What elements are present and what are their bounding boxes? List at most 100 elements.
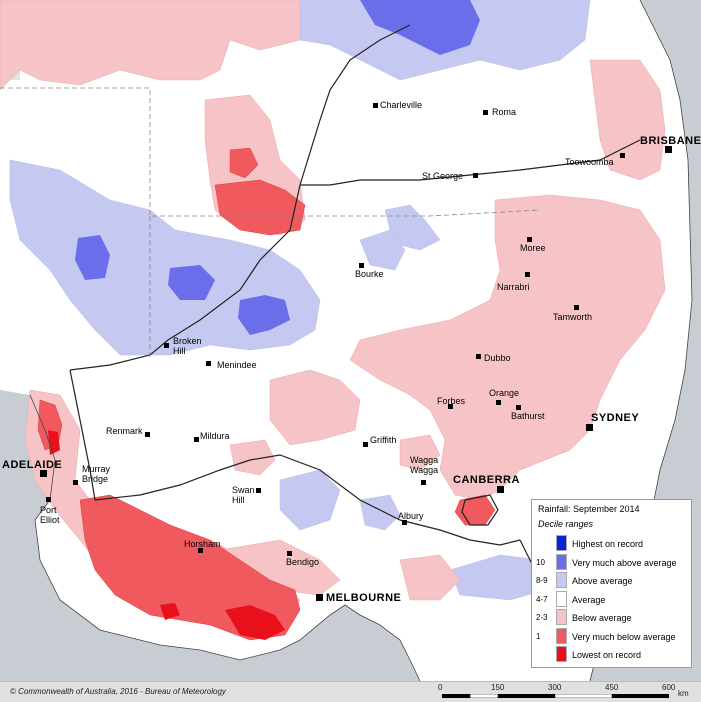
label-swan-hill: Swan Hill — [232, 485, 255, 505]
vmabove-4 — [360, 0, 480, 55]
legend-swatch — [556, 609, 567, 625]
legend-label: Lowest on record — [572, 650, 642, 660]
marker-toowoomba — [620, 153, 625, 158]
border-murray — [69, 339, 169, 371]
vmabove-2 — [168, 265, 215, 300]
legend-code: 2-3 — [536, 613, 548, 622]
legend-title: Rainfall: September 2014 — [538, 504, 640, 514]
label-narrabri: Narrabri — [497, 282, 530, 292]
label-broken-hill: Broken Hill — [173, 336, 202, 356]
scale-bar: 0 150 300 450 600 km — [438, 682, 700, 702]
legend-swatch — [556, 535, 567, 551]
legend-label: Highest on record — [572, 539, 644, 549]
vmabove-1 — [75, 235, 110, 280]
label-canberra: CANBERRA — [453, 474, 520, 486]
marker-port-elliot — [46, 497, 51, 502]
border-act — [461, 494, 499, 526]
marker-narrabri — [525, 272, 530, 277]
label-brisbane: BRISBANE — [640, 135, 701, 147]
legend-row: 10 Very much above average — [534, 553, 689, 572]
border-qld-nsw — [300, 139, 641, 186]
marker-albury — [402, 520, 407, 525]
label-forbes: Forbes — [437, 396, 466, 406]
label-moree: Moree — [520, 243, 546, 253]
label-tamworth: Tamworth — [553, 312, 593, 322]
marker-melbourne — [316, 594, 323, 601]
legend-row: Highest on record — [534, 535, 689, 553]
scale-tick: 450 — [605, 683, 619, 692]
label-dubbo: Dubbo — [484, 353, 511, 363]
scale-tick: 600 — [662, 683, 676, 692]
marker-tamworth — [574, 305, 579, 310]
label-menindee: Menindee — [217, 360, 257, 370]
legend-swatch — [556, 553, 567, 570]
below-griffith — [399, 434, 441, 471]
lowest-otways — [225, 605, 285, 640]
label-sydney: SYDNEY — [591, 412, 640, 424]
legend-subtitle: Decile ranges — [538, 519, 594, 529]
scale-bar-graphic — [442, 694, 669, 698]
legend-swatch — [556, 646, 567, 662]
legend-label: Average — [572, 594, 606, 605]
border-nsw-sa — [167, 184, 301, 341]
marker-dubbo — [476, 354, 481, 359]
marker-bendigo — [287, 551, 292, 556]
marker-forbes — [448, 404, 453, 409]
label-renmark: Renmark — [106, 426, 143, 436]
legend-label: Very much above average — [572, 557, 677, 568]
label-wagga-wagga: Wagga Wagga — [410, 455, 439, 475]
legend-label: Below average — [572, 613, 632, 623]
legend-label: Above average — [572, 576, 633, 586]
above-bourke — [359, 229, 406, 271]
scale-tick: 0 — [438, 683, 443, 692]
legend-label: Very much below average — [572, 631, 676, 642]
legend-row: 4-7 Average — [534, 590, 689, 609]
scale-tick: 150 — [491, 683, 505, 692]
marker-menindee — [206, 361, 211, 366]
label-melbourne: MELBOURNE — [326, 592, 402, 604]
marker-moree — [527, 237, 532, 242]
marker-brisbane — [665, 146, 672, 153]
label-orange: Orange — [489, 388, 520, 398]
border-qld-nw — [299, 24, 411, 186]
legend-row: 2-3 Below average — [534, 609, 689, 627]
vmbelow-victoria — [79, 494, 301, 641]
marker-orange — [496, 400, 501, 405]
lowest-sa — [160, 603, 180, 620]
below-north-east — [589, 59, 666, 181]
legend-swatch — [556, 590, 567, 607]
legend-row: 1 Very much below average — [534, 627, 689, 646]
label-mildura: Mildura — [200, 431, 230, 441]
marker-st-george — [473, 173, 478, 178]
marker-bourke — [359, 263, 364, 268]
below-gippsland — [399, 554, 461, 601]
border-vic-nsw — [94, 454, 521, 546]
marker-bathurst — [516, 405, 521, 410]
label-albury: Albury — [398, 511, 424, 521]
label-bourke: Bourke — [355, 269, 384, 279]
legend-swatch — [556, 572, 567, 588]
label-bendigo: Bendigo — [286, 557, 320, 567]
marker-wagga-wagga — [421, 480, 426, 485]
marker-mildura — [194, 437, 199, 442]
label-charleville: Charleville — [380, 100, 423, 110]
sea-south-west — [0, 390, 420, 681]
copyright-text: © Commonwealth of Australia, 2016 - Bure… — [10, 687, 226, 696]
scale-unit: km — [678, 689, 689, 698]
vmbelow-small — [229, 147, 259, 179]
marker-murray-bridge — [73, 480, 78, 485]
label-roma: Roma — [492, 107, 517, 117]
marker-sydney — [586, 424, 593, 431]
below-riverina — [269, 369, 361, 446]
marker-charleville — [373, 103, 378, 108]
legend: Rainfall: September 2014 Decile ranges H… — [531, 499, 692, 668]
marker-broken-hill — [164, 343, 169, 348]
label-griffith: Griffith — [370, 435, 397, 445]
marker-renmark — [145, 432, 150, 437]
legend-code: 8-9 — [536, 576, 548, 585]
below-northwest — [0, 0, 301, 91]
label-port-elliot: Port Elliot — [40, 505, 60, 525]
border-sa-vic — [69, 369, 96, 501]
legend-row: Lowest on record — [534, 646, 689, 664]
